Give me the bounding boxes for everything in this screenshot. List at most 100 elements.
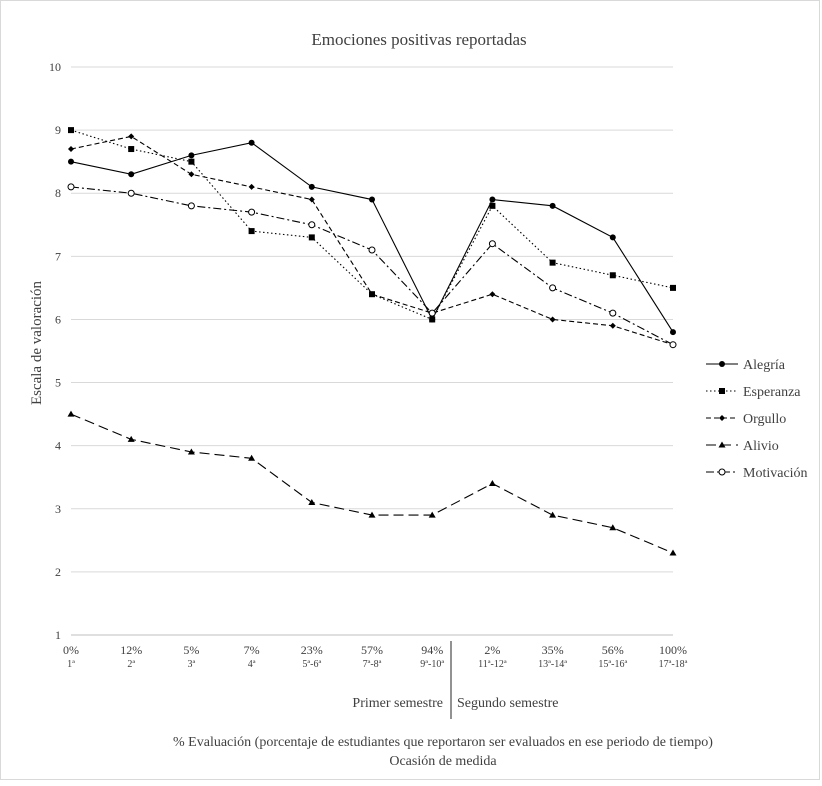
legend: Alegría Esperanza Orgullo Alivio Motivación [706, 358, 808, 481]
y-axis-ticks: 1 2 3 4 5 6 7 8 9 10 [49, 60, 61, 642]
y-tick-label: 3 [55, 502, 61, 516]
data-point [308, 498, 316, 505]
data-point [68, 146, 74, 153]
data-point [68, 158, 74, 165]
legend-label: Orgullo [743, 412, 786, 427]
x-tick-label-percent: 23% [301, 643, 323, 657]
data-point [188, 158, 195, 165]
series-4 [67, 410, 677, 556]
data-point [549, 259, 556, 266]
x-tick-label-occasion: 3ª [188, 659, 196, 670]
data-point [489, 196, 496, 203]
data-point [187, 448, 195, 455]
data-point [68, 127, 74, 134]
data-point [549, 316, 556, 323]
data-point [248, 183, 255, 190]
x-tick-label-percent: 56% [602, 643, 624, 657]
y-tick-label: 6 [55, 312, 61, 326]
data-point [248, 228, 255, 235]
x-tick-label-percent: 0% [63, 643, 79, 657]
data-point [188, 152, 195, 159]
data-point [308, 183, 315, 190]
data-point [127, 435, 135, 442]
series-line [70, 186, 674, 346]
series-5 [67, 183, 677, 349]
data-point [428, 511, 436, 518]
grid-lines [71, 66, 673, 636]
legend-label: Esperanza [743, 385, 801, 400]
x-tick-label-occasion: 15ª-16ª [598, 659, 627, 670]
legend-label: Alivio [743, 439, 779, 454]
chart-title: Emociones positivas reportadas [311, 30, 526, 49]
data-point [368, 511, 376, 518]
legend-label: Alegría [743, 358, 786, 373]
x-tick-label-occasion: 9ª-10ª [420, 659, 444, 670]
legend-swatch-marker [719, 361, 725, 367]
series-line [70, 129, 674, 321]
x-tick-label-occasion: 5ª-6ª [302, 659, 321, 670]
data-point [127, 189, 135, 197]
series-3 [68, 133, 676, 348]
x-tick-label-percent: 57% [361, 643, 383, 657]
x-tick-label-occasion: 13ª-14ª [538, 659, 567, 670]
series-1 [68, 139, 676, 336]
x-tick-label-percent: 5% [183, 643, 199, 657]
data-point [549, 511, 557, 518]
legend-item: Motivación [706, 466, 808, 481]
data-point [128, 146, 135, 153]
data-point [609, 322, 616, 329]
legend-item: Alegría [706, 358, 786, 373]
semester-label-second: Segundo semestre [457, 696, 558, 711]
x-tick-label-occasion: 2ª [127, 659, 135, 670]
legend-swatch-marker [719, 415, 725, 421]
x-tick-label-occasion: 11ª-12ª [478, 659, 507, 670]
data-point [128, 171, 135, 178]
data-point [489, 291, 496, 298]
data-point [248, 454, 256, 461]
data-point [609, 272, 616, 279]
data-point [488, 480, 496, 487]
x-axis-label: % Evaluación (porcentaje de estudiantes … [173, 735, 713, 750]
x-tick-label-percent: 100% [659, 643, 687, 657]
data-point [670, 329, 676, 336]
x-tick-label-occasion: 7ª-8ª [363, 659, 382, 670]
data-point [128, 133, 135, 140]
data-point [308, 234, 315, 241]
data-point [670, 284, 676, 291]
data-point [368, 246, 376, 254]
legend-item: Orgullo [706, 412, 786, 427]
data-point [609, 309, 617, 317]
y-tick-label: 4 [55, 439, 61, 453]
series-line [70, 142, 674, 333]
x-tick-label-percent: 7% [244, 643, 260, 657]
y-axis-label: Escala de valoración [29, 280, 45, 405]
x-tick-label-occasion: 1ª [67, 659, 75, 670]
x-tick-label-percent: 2% [484, 643, 500, 657]
y-tick-label: 1 [55, 628, 61, 642]
legend-item: Alivio [706, 439, 779, 454]
legend-swatch-marker [719, 388, 725, 394]
y-tick-label: 8 [55, 186, 61, 200]
y-tick-label: 5 [55, 376, 61, 390]
series-2 [68, 127, 676, 323]
data-point [67, 410, 75, 417]
y-tick-label: 10 [49, 60, 61, 74]
series-lines [67, 127, 677, 556]
x-tick-label-occasion: 4ª [248, 659, 256, 670]
data-point [609, 234, 616, 241]
y-tick-label: 2 [55, 565, 61, 579]
series-line [70, 413, 674, 554]
data-point [248, 139, 255, 146]
data-point [308, 221, 316, 229]
y-tick-label: 7 [55, 249, 61, 263]
data-point [188, 171, 195, 178]
data-point [429, 316, 436, 323]
x-axis-label-secondary: Ocasión de medida [389, 754, 497, 769]
y-tick-label: 9 [55, 123, 61, 137]
data-point [369, 291, 375, 298]
legend-swatch-marker [718, 441, 726, 448]
x-axis-ticks: 0% 1ª 12% 2ª 5% 3ª 7% 4ª 23% 5ª-6ª 57% 7ª-8ª 94% 9ª-1… [63, 643, 688, 670]
data-point [428, 309, 436, 317]
